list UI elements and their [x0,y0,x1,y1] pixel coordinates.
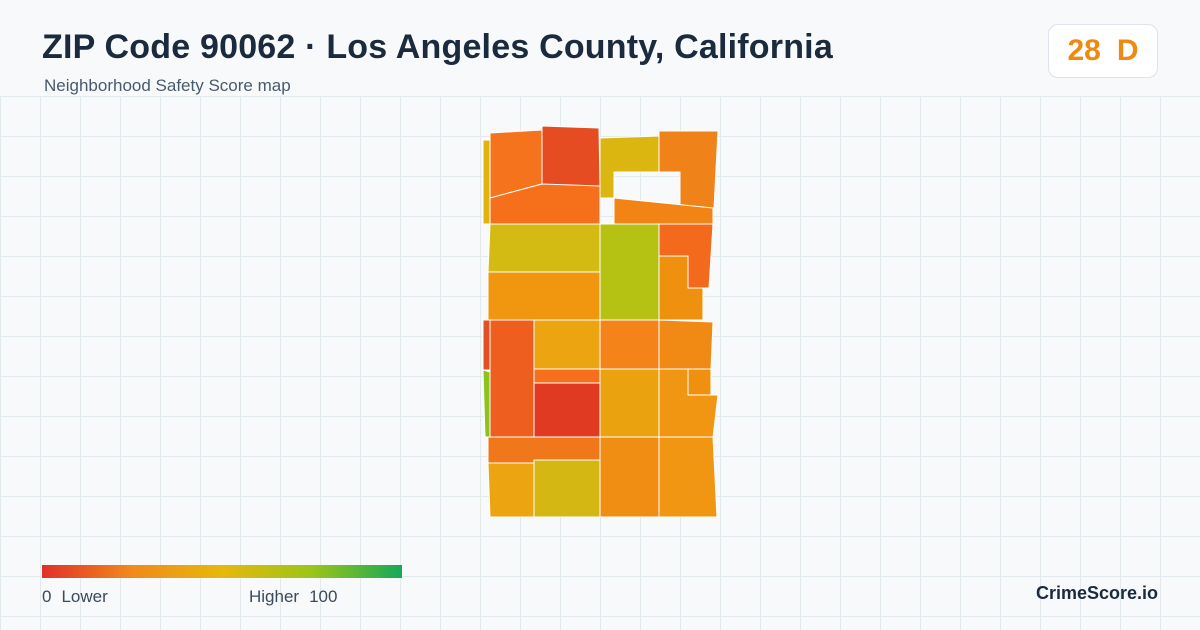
legend-low-label: 0 Lower [42,587,108,607]
census-tract-4[interactable] [658,130,719,209]
census-tract-5-part[interactable] [533,368,601,384]
legend-high-label: Higher 100 [249,587,337,607]
page-title: ZIP Code 90062 · Los Angeles County, Cal… [42,28,833,66]
census-tract-17[interactable] [599,368,660,438]
census-tract-21[interactable] [533,459,601,518]
brand-logo-text[interactable]: CrimeScore.io [1035,583,1158,603]
legend-color-scale [42,565,402,578]
safety-grade: D [1116,34,1139,67]
census-tract-15[interactable] [658,319,714,370]
census-tract-11-part[interactable] [687,368,712,396]
census-tract-13[interactable] [533,319,601,370]
safety-score-value: 28 [1067,34,1101,67]
census-tract-19[interactable] [487,436,601,464]
census-tract-8[interactable] [599,223,660,321]
page-subtitle: Neighborhood Safety Score map [44,76,291,95]
score-badge: 28 D [1048,24,1158,78]
legend-max-value: 100 [309,587,338,606]
census-tract-24[interactable] [482,139,491,225]
legend-max-text: Higher [249,587,300,606]
census-tract-26[interactable] [482,369,491,438]
census-tract-7[interactable] [487,223,601,273]
census-tract-23[interactable] [658,436,718,518]
census-tract-14[interactable] [599,319,660,370]
census-tract-16[interactable] [533,382,601,438]
legend-min-value: 0 [42,587,52,606]
census-tract-22[interactable] [599,436,660,518]
census-tract-3[interactable] [599,135,660,199]
census-tract-25[interactable] [482,319,491,371]
census-tract-12[interactable] [489,319,535,438]
census-tract-2[interactable] [541,125,601,187]
legend-min-text: Lower [61,587,108,606]
census-tract-20[interactable] [487,462,535,518]
census-tract-10[interactable] [487,271,601,321]
